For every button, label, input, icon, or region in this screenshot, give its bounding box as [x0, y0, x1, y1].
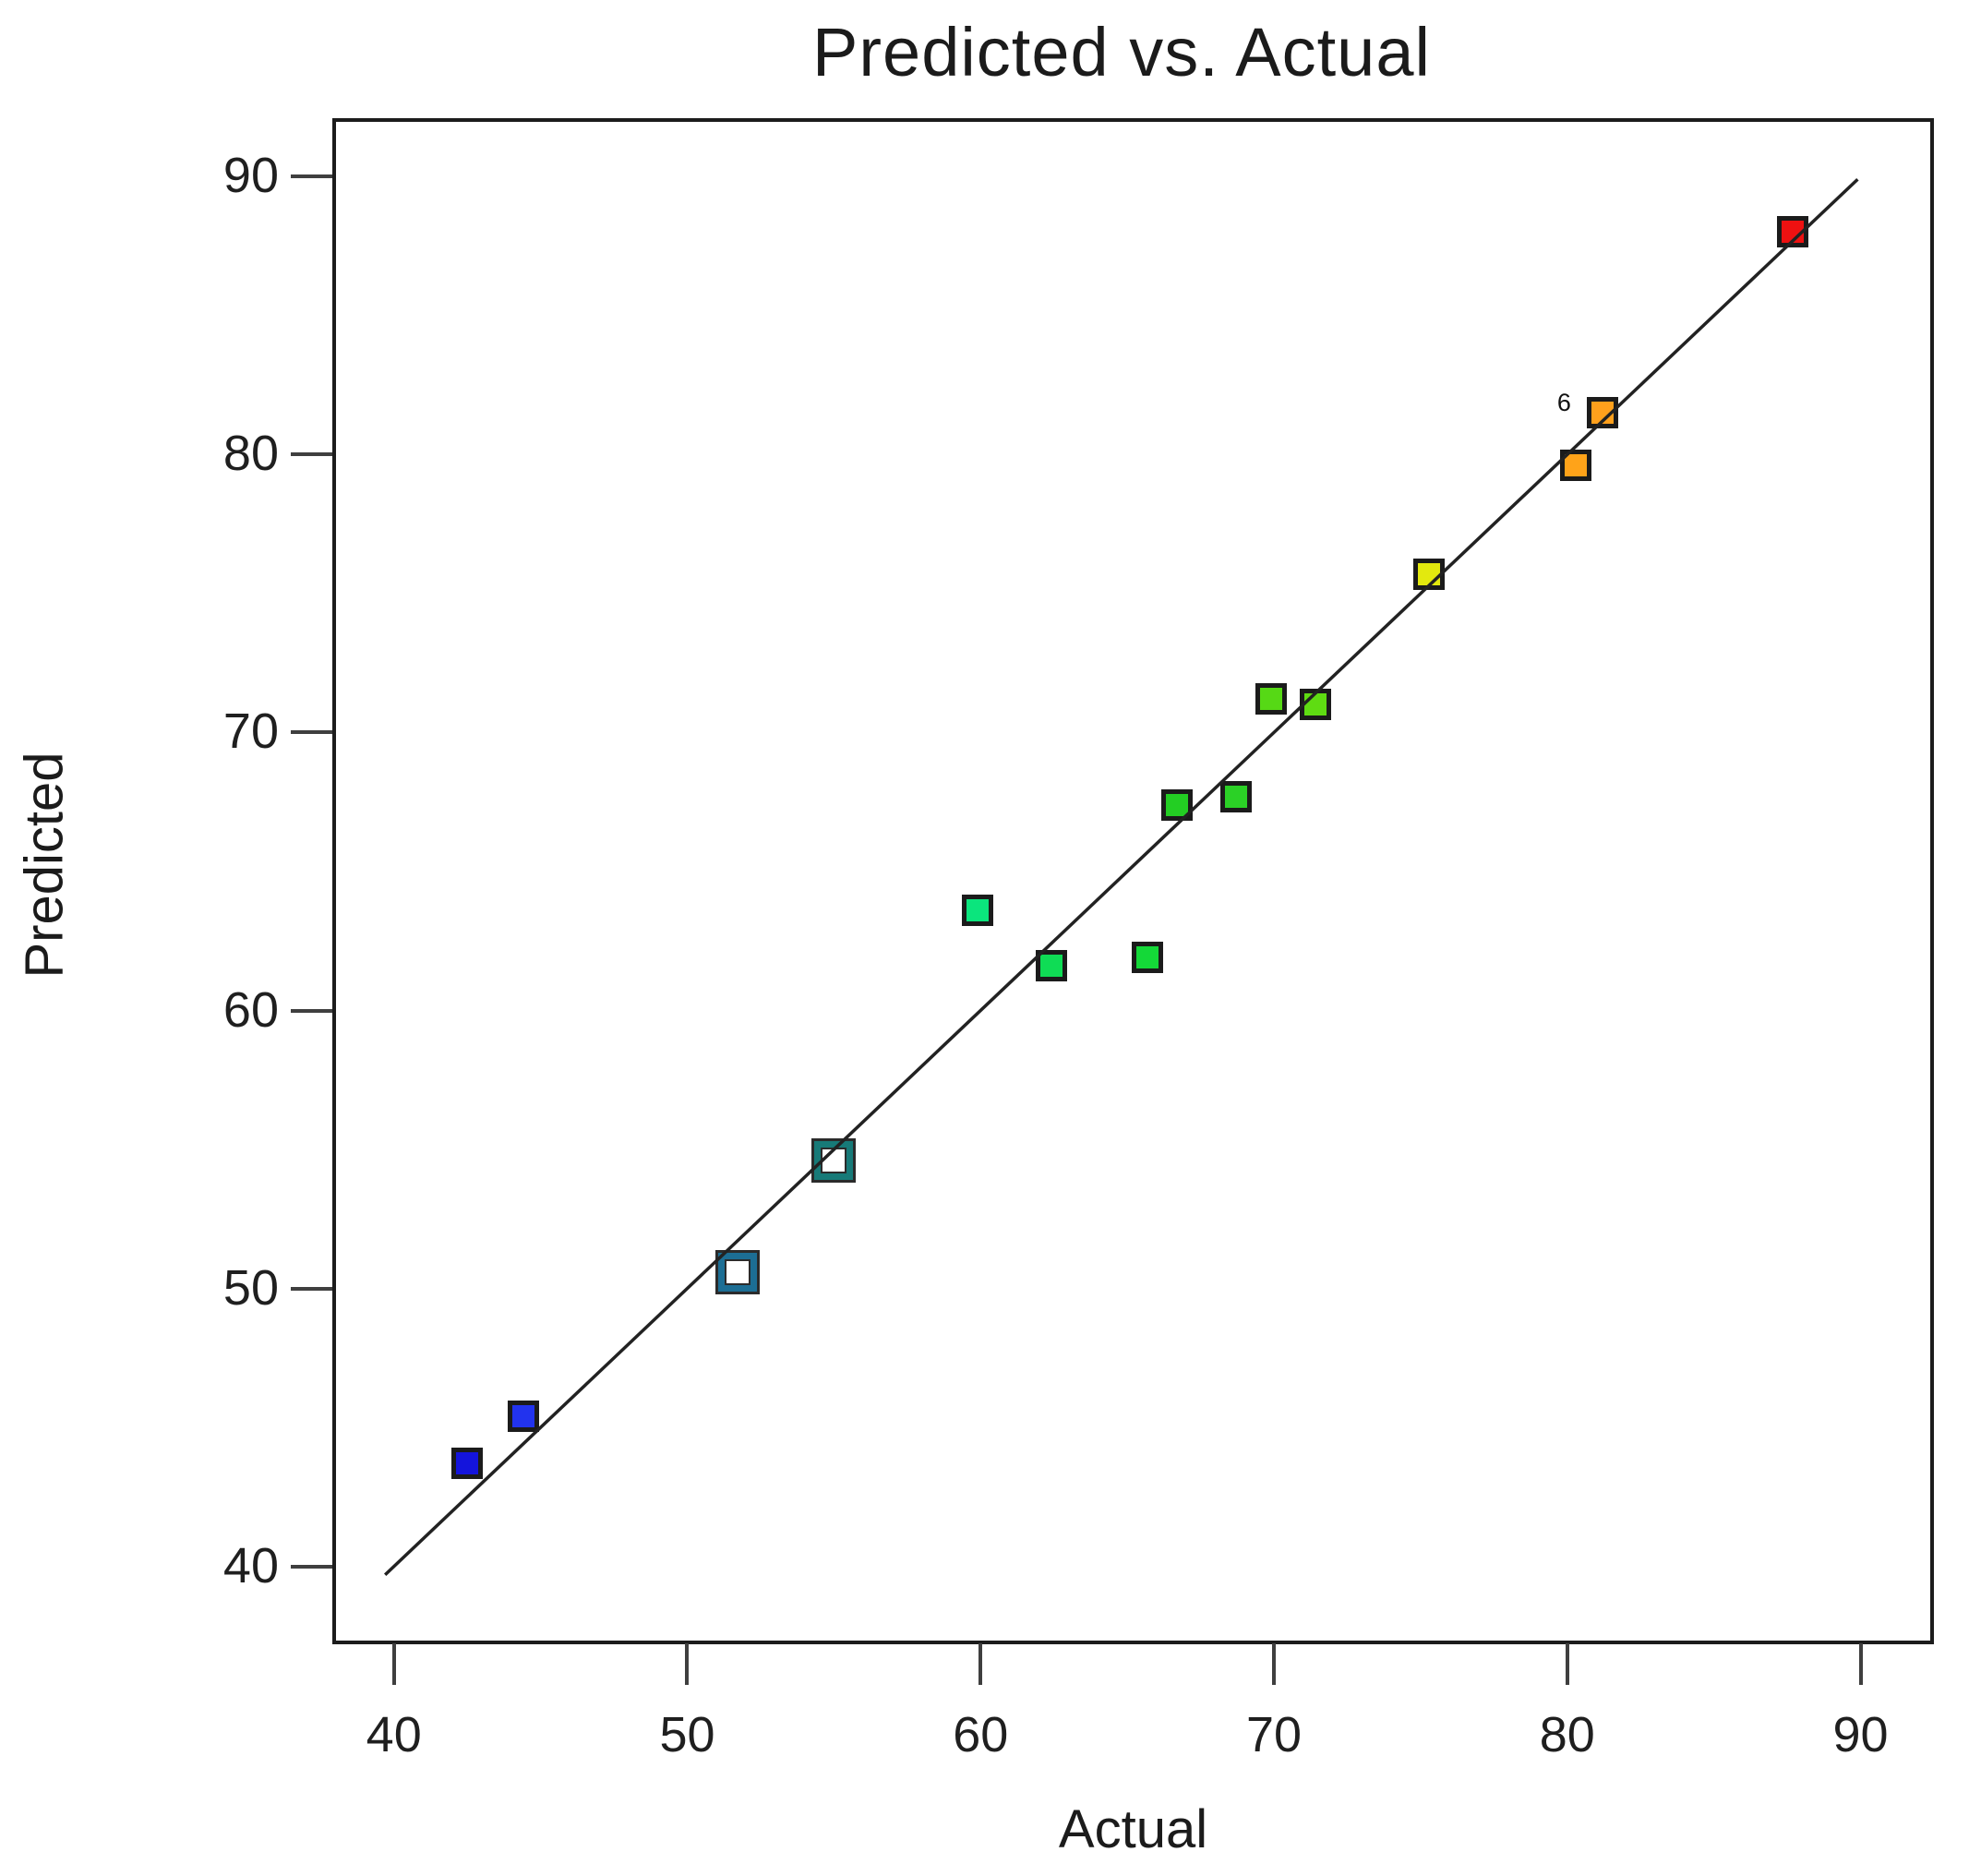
data-point	[1299, 689, 1331, 721]
data-point	[1219, 780, 1252, 812]
chart-title: Predicted vs. Actual	[812, 14, 1431, 90]
x-tick-label: 40	[366, 1707, 422, 1762]
y-tick-label: 90	[222, 148, 279, 204]
y-tick-mark	[291, 452, 332, 457]
x-tick-label: 90	[1832, 1707, 1889, 1762]
x-tick-mark	[685, 1643, 690, 1685]
x-tick-mark	[1272, 1643, 1277, 1685]
y-tick-label: 80	[222, 426, 279, 482]
point-run-label: 6	[1556, 389, 1571, 417]
data-point	[1161, 788, 1194, 821]
y-tick-mark	[291, 1286, 332, 1291]
y-tick-label: 60	[222, 981, 279, 1038]
x-tick-mark	[1858, 1643, 1863, 1685]
x-tick-label: 70	[1245, 1707, 1303, 1762]
data-point	[1586, 397, 1618, 429]
data-point	[1035, 950, 1067, 982]
x-tick-label: 80	[1539, 1707, 1595, 1762]
data-point	[962, 895, 994, 927]
data-point	[714, 1249, 760, 1294]
y-tick-mark	[291, 1564, 332, 1569]
data-point	[1132, 942, 1164, 974]
y-tick-mark	[291, 730, 332, 735]
data-point	[811, 1138, 857, 1184]
data-point	[1255, 683, 1287, 716]
data-point	[507, 1401, 539, 1433]
y-tick-label: 50	[222, 1259, 279, 1316]
y-tick-label: 70	[222, 704, 279, 760]
y-tick-mark	[291, 1008, 332, 1013]
x-tick-mark	[1565, 1643, 1569, 1685]
x-tick-mark	[978, 1643, 983, 1685]
y-tick-label: 40	[222, 1537, 279, 1593]
plot-area	[332, 118, 1934, 1644]
data-point	[1777, 216, 1809, 248]
data-point	[1413, 558, 1446, 590]
y-axis-label-text: Predicted	[14, 752, 75, 979]
x-axis-label: Actual	[1058, 1799, 1208, 1859]
y-tick-mark	[291, 174, 332, 179]
x-tick-label: 60	[953, 1707, 1009, 1762]
x-tick-mark	[391, 1643, 396, 1685]
data-point	[1560, 450, 1592, 482]
data-point	[451, 1448, 484, 1480]
x-tick-label: 50	[659, 1707, 715, 1762]
